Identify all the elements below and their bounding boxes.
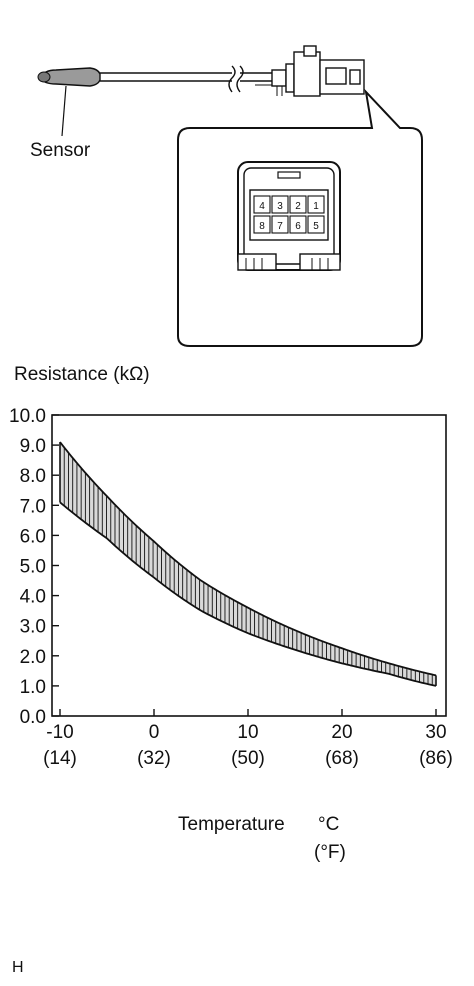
y-tick-label: 0.0: [20, 707, 46, 728]
band-fill: [60, 442, 436, 686]
resistance-chart: 0.0 1.0 2.0 3.0 4.0 5.0 6.0 7.0 8.0 9.0 10.0 -10 (1…: [9, 406, 453, 769]
connector-pin-cell: [307, 195, 325, 214]
sensor-label: Sensor: [30, 140, 91, 161]
x-tick-label-c: 0: [149, 722, 160, 743]
x-tick-label-c: -10: [46, 722, 73, 743]
y-axis-title: Resistance (kΩ): [14, 364, 150, 385]
y-tick-label: 6.0: [20, 526, 46, 547]
x-axis: -10 (14) 0 (32) 10 (50) 20 (68) 30 (86): [43, 709, 453, 769]
sensor-illustration: Sensor 4 3 2 1 8 7 6 5: [30, 45, 423, 347]
y-tick-label: 5.0: [20, 557, 46, 578]
x-tick-label-c: 20: [331, 722, 352, 743]
sensor-leader-line: [61, 85, 67, 137]
x-axis-unit-c: °C: [318, 814, 339, 835]
y-tick-label: 9.0: [20, 436, 46, 457]
x-tick-label-c: 30: [425, 722, 446, 743]
connector-pin-cell: [289, 195, 307, 214]
connector-pin-cell: [253, 215, 271, 234]
y-tick-label: 2.0: [20, 647, 46, 668]
series-lines: [59, 441, 437, 687]
y-tick-label: 8.0: [20, 466, 46, 487]
connector-pin-number: 3: [277, 201, 283, 212]
y-tick-label: 10.0: [9, 406, 46, 427]
x-axis-title: Temperature: [178, 814, 285, 835]
connector-pin-number: 7: [277, 221, 283, 232]
connector-pin-number: 8: [259, 221, 265, 232]
y-tick-label: 7.0: [20, 496, 46, 517]
connector-pin-cell: [289, 215, 307, 234]
sensor-probe: [39, 67, 101, 87]
connector-body: [271, 45, 365, 97]
connector-pin-cell: [307, 215, 325, 234]
connector-pin-cell: [253, 195, 271, 214]
connector-pin-cell: [271, 215, 289, 234]
lower-limit-line: [59, 501, 437, 687]
connector-pin-number: 2: [295, 201, 301, 212]
y-tick-label: 3.0: [20, 617, 46, 638]
connector-pin-grid: 4 3 2 1 8 7 6 5: [253, 195, 325, 234]
x-tick-label-f: (14): [43, 748, 77, 769]
connector-pin-number: 4: [259, 201, 265, 212]
connector-pin-cell: [271, 195, 289, 214]
sensor-cable: [100, 65, 272, 93]
y-tick-label: 1.0: [20, 677, 46, 698]
upper-limit-line: [59, 441, 437, 677]
tolerance-band: [59, 442, 436, 686]
connector-pin-number: 1: [313, 201, 319, 212]
x-tick-label-f: (68): [325, 748, 359, 769]
connector-face: [237, 161, 341, 271]
x-axis-unit-f: (°F): [314, 842, 346, 863]
x-tick-label-f: (86): [419, 748, 453, 769]
connector-pin-number: 5: [313, 221, 319, 232]
connector-pin-number: 6: [295, 221, 301, 232]
x-tick-label-f: (50): [231, 748, 265, 769]
y-tick-label: 4.0: [20, 587, 46, 608]
x-tick-label-f: (32): [137, 748, 171, 769]
footer-code: H: [12, 959, 24, 976]
y-axis: 0.0 1.0 2.0 3.0 4.0 5.0 6.0 7.0 8.0 9.0 10.0: [9, 406, 59, 728]
x-tick-label-c: 10: [237, 722, 258, 743]
